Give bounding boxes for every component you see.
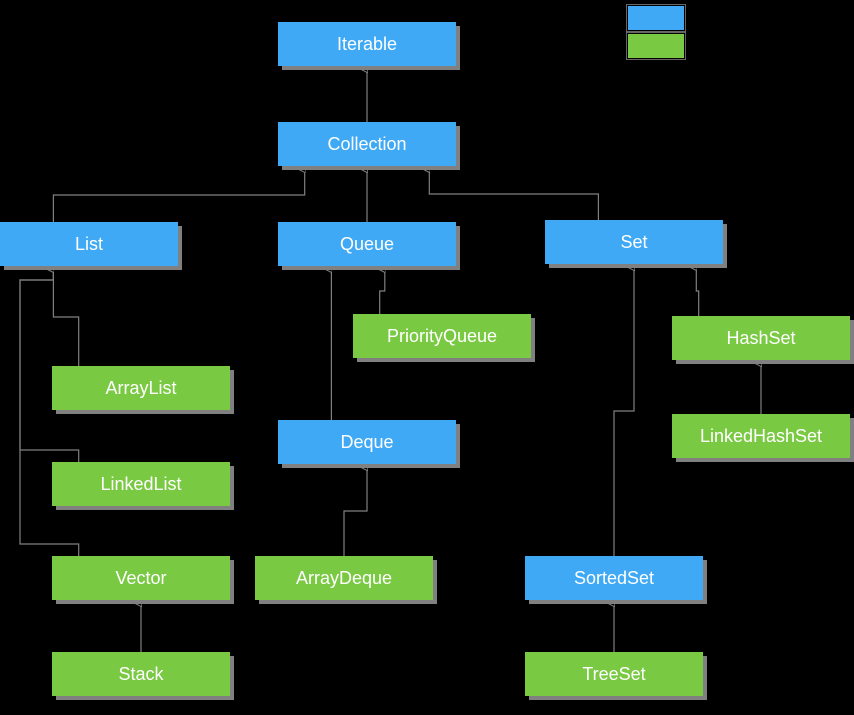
edge-arraydeque-to-deque	[344, 466, 367, 556]
node-queue: Queue	[278, 222, 456, 266]
node-label-linkedlist: LinkedList	[100, 474, 181, 495]
node-priorityqueue: PriorityQueue	[353, 314, 531, 358]
node-label-priorityqueue: PriorityQueue	[387, 326, 497, 347]
node-collection: Collection	[278, 122, 456, 166]
node-label-stack: Stack	[118, 664, 163, 685]
node-stack: Stack	[52, 652, 230, 696]
node-label-iterable: Iterable	[337, 34, 397, 55]
edge-linkedlist-to-list	[20, 268, 79, 462]
node-label-linkedhashset: LinkedHashSet	[700, 426, 822, 447]
node-set: Set	[545, 220, 723, 264]
node-label-queue: Queue	[340, 234, 394, 255]
node-label-collection: Collection	[327, 134, 406, 155]
node-label-arraydeque: ArrayDeque	[296, 568, 392, 589]
node-iterable: Iterable	[278, 22, 456, 66]
node-vector: Vector	[52, 556, 230, 600]
node-hashset: HashSet	[672, 316, 850, 360]
node-treeset: TreeSet	[525, 652, 703, 696]
edge-priorityqueue-to-queue	[380, 268, 385, 314]
node-label-vector: Vector	[115, 568, 166, 589]
legend-class_box-fill	[628, 34, 684, 58]
diagram-canvas: Iterable Collection List Queue Set PriorityQu…	[0, 0, 854, 715]
node-linkedhashset: LinkedHashSet	[672, 414, 850, 458]
node-label-sortedset: SortedSet	[574, 568, 654, 589]
node-list: List	[0, 222, 178, 266]
node-sortedset: SortedSet	[525, 556, 703, 600]
node-label-arraylist: ArrayList	[105, 378, 176, 399]
edge-set-to-collection	[429, 168, 598, 220]
node-label-set: Set	[620, 232, 647, 253]
node-arraydeque: ArrayDeque	[255, 556, 433, 600]
node-deque: Deque	[278, 420, 456, 464]
edge-list-to-collection	[53, 168, 304, 222]
legend-interface_box-fill	[628, 6, 684, 30]
edge-sortedset-to-set	[614, 266, 634, 556]
node-label-hashset: HashSet	[726, 328, 795, 349]
edge-hashset-to-set	[696, 266, 698, 316]
node-arraylist: ArrayList	[52, 366, 230, 410]
node-label-list: List	[75, 234, 103, 255]
node-linkedlist: LinkedList	[52, 462, 230, 506]
node-label-deque: Deque	[340, 432, 393, 453]
edge-arraylist-to-list	[53, 268, 78, 366]
node-label-treeset: TreeSet	[582, 664, 645, 685]
